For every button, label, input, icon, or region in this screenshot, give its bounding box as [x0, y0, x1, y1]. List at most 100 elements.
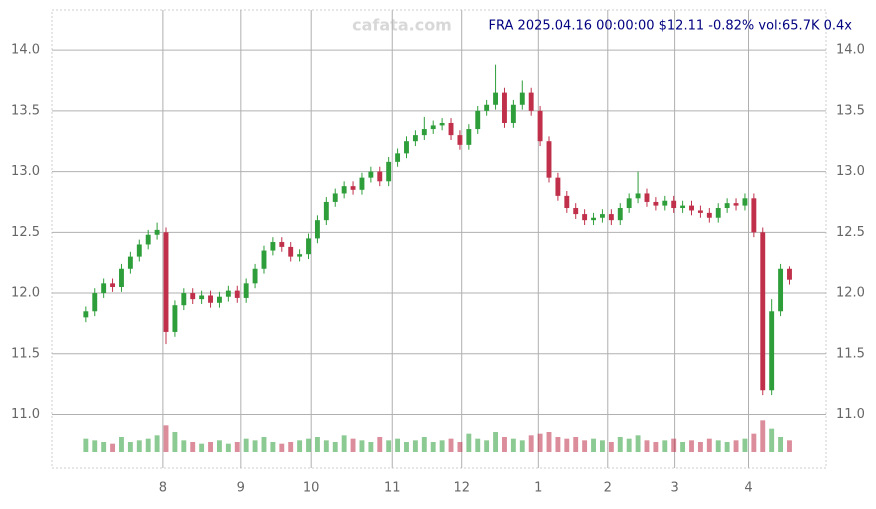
volume-bar: [136, 440, 142, 452]
volume-bar: [279, 443, 285, 452]
candle-body: [519, 92, 525, 105]
candle-body: [475, 110, 481, 130]
candle-body: [778, 268, 784, 312]
candle-body: [493, 92, 499, 105]
candle-body: [546, 141, 552, 178]
volume-bar: [528, 435, 534, 452]
plot-frame: [51, 9, 827, 469]
volume-bar: [787, 440, 792, 452]
chart-title: FRA 2025.04.16 00:00:00 $12.11 -0.82% vo…: [489, 19, 853, 34]
y-tick-label-right: 14.0: [836, 43, 865, 58]
volume-bar: [430, 442, 436, 452]
candle-body: [252, 268, 258, 284]
candle-body: [528, 92, 534, 111]
volume-bar: [573, 437, 579, 452]
candle-body: [190, 293, 196, 300]
volume-bar: [83, 438, 89, 452]
volume-bar: [234, 442, 240, 452]
volume-bar: [546, 432, 552, 452]
y-tick-label-right: 13.0: [836, 164, 865, 179]
volume-bar: [172, 432, 178, 452]
y-tick-label: 11.0: [11, 407, 40, 422]
candle-body: [234, 290, 240, 298]
x-tick-label: 4: [744, 481, 752, 496]
candle-body: [119, 268, 124, 287]
y-tick-label-right: 12.0: [836, 286, 865, 301]
volume-bar: [395, 438, 401, 452]
volume-bar: [617, 437, 623, 452]
candle-body: [733, 203, 739, 206]
candle-body: [671, 200, 677, 209]
volume-bar: [190, 442, 196, 452]
volume-bar: [671, 438, 677, 452]
y-tick-label: 11.5: [11, 346, 40, 361]
volume-bar: [760, 420, 766, 452]
volume-bar: [599, 440, 605, 452]
candle-body: [350, 186, 356, 190]
volume-bar: [680, 442, 686, 452]
candle-body: [332, 193, 338, 202]
volume-bar: [341, 435, 347, 452]
candle-body: [386, 161, 392, 182]
candle-body: [306, 238, 311, 255]
candle-body: [662, 200, 668, 206]
candle-body: [163, 232, 169, 332]
candle-body: [359, 177, 365, 190]
candle-body: [404, 141, 409, 154]
x-tick-label: 2: [604, 481, 612, 496]
x-tick-label: 9: [237, 481, 245, 496]
volume-bar: [635, 435, 641, 452]
volume-bar: [466, 433, 472, 452]
candle-body: [537, 110, 543, 142]
volume-bar: [243, 438, 249, 452]
candle-body: [484, 104, 490, 111]
candle-body: [573, 208, 579, 215]
candle-body: [769, 311, 775, 391]
volume-bar: [608, 442, 614, 452]
volume-bar: [127, 442, 133, 452]
candle-body: [145, 234, 151, 245]
x-tick-label: 11: [384, 481, 401, 496]
y-tick-label: 14.0: [11, 43, 40, 58]
candle-body: [279, 242, 285, 247]
volume-bar: [715, 440, 721, 452]
volume-bar: [475, 438, 481, 452]
candle-body: [644, 193, 650, 202]
candle-body: [787, 268, 792, 280]
candle-body: [697, 210, 703, 213]
candle-body: [751, 198, 757, 233]
candle-body: [395, 153, 401, 162]
volume-bar: [448, 438, 454, 452]
candle-body: [181, 293, 187, 306]
volume-bar: [252, 440, 258, 452]
volume-bar: [225, 443, 231, 452]
candle-body: [742, 198, 748, 206]
volume-bar: [261, 437, 267, 452]
volume-bar: [377, 437, 383, 452]
volume-bar: [216, 440, 222, 452]
volume-bar: [181, 440, 187, 452]
volume-bar: [323, 440, 329, 452]
candle-body: [172, 305, 178, 332]
candle-body: [261, 250, 267, 269]
y-tick-label-right: 11.0: [836, 407, 865, 422]
volume-bar: [404, 442, 409, 452]
candle-body: [314, 220, 320, 239]
candle-body: [466, 129, 472, 145]
y-tick-label-right: 11.5: [836, 346, 865, 361]
candle-body: [430, 125, 436, 130]
x-tick-label: 1: [534, 481, 542, 496]
y-tick-label: 13.5: [11, 103, 40, 118]
volume-bar: [591, 438, 596, 452]
volume-bar: [350, 438, 356, 452]
candle-body: [510, 104, 516, 123]
volume-bar: [288, 442, 294, 452]
volume-bar: [101, 442, 107, 452]
candle-body: [83, 311, 89, 318]
volume-bar: [457, 442, 463, 452]
candle-body: [412, 135, 418, 142]
candle-body: [127, 256, 133, 269]
candle-body: [760, 232, 766, 391]
volume-bar: [644, 440, 650, 452]
volume-bar: [653, 442, 659, 452]
